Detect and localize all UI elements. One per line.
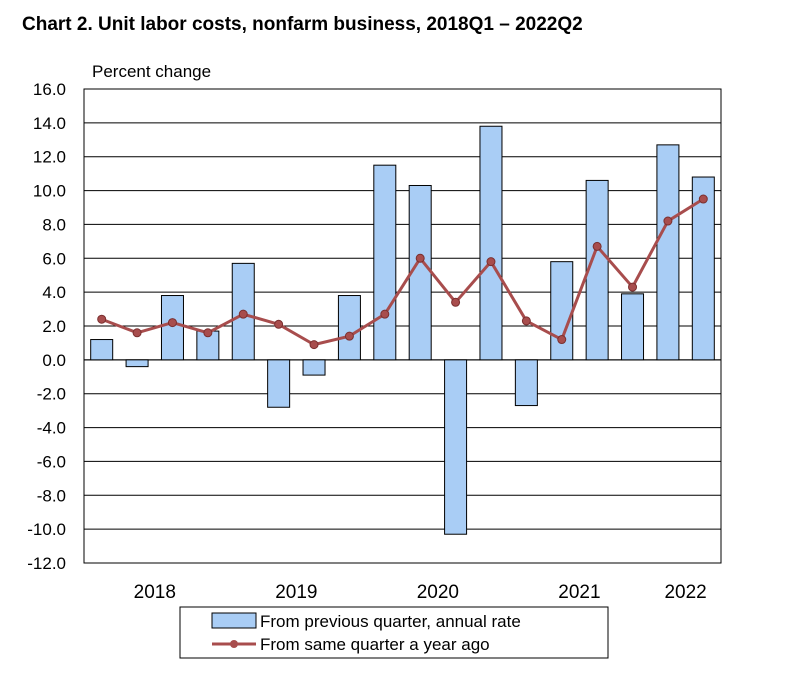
chart-title: Chart 2. Unit labor costs, nonfarm busin… (22, 14, 583, 35)
y-tick-label: 10.0 (33, 182, 66, 201)
line-point-2018Q4 (203, 328, 213, 338)
y-tick-label: -6.0 (37, 452, 66, 471)
bar-2018Q2 (125, 359, 149, 368)
y-tick-label: 16.0 (33, 80, 66, 99)
line-point-2019Q4 (344, 331, 354, 341)
x-year-label-2018: 2018 (134, 582, 176, 603)
bar-2021Q2 (550, 261, 574, 361)
line-point-2021Q1 (521, 316, 531, 326)
line-point-2018Q1 (97, 314, 107, 324)
legend: From previous quarter, annual rate From … (179, 606, 609, 659)
y-axis-label: Percent change (92, 62, 211, 81)
bar-2019Q3 (302, 359, 326, 376)
bar-2020Q3 (444, 359, 468, 535)
y-tick-label: 6.0 (42, 249, 66, 268)
line-point-2021Q4 (628, 282, 638, 292)
line-point-2020Q4 (486, 257, 496, 267)
legend-bar-label: From previous quarter, annual rate (260, 612, 521, 631)
line-point-2020Q2 (415, 253, 425, 263)
x-year-label-2022: 2022 (664, 582, 706, 603)
line-point-2021Q3 (592, 241, 602, 251)
y-tick-label: 0.0 (42, 351, 66, 370)
line-point-2019Q2 (274, 319, 284, 329)
y-axis-ticks: 16.0 14.0 12.0 10.0 8.0 6.0 4.0 2.0 0.0 -2.0 -4.0 -… (27, 80, 66, 573)
line-point-2021Q2 (557, 335, 567, 345)
bar-2021Q1 (514, 359, 538, 407)
y-tick-label: 14.0 (33, 114, 66, 133)
bar-2020Q4 (479, 125, 503, 361)
bar-2022Q2 (691, 176, 715, 361)
bar-2019Q2 (267, 359, 291, 408)
legend-line-marker (230, 640, 238, 648)
bar-2020Q1 (373, 164, 397, 361)
bar-2018Q1 (90, 339, 114, 361)
x-year-label-2019: 2019 (275, 582, 317, 603)
line-point-2020Q1 (380, 309, 390, 319)
x-year-label-2020: 2020 (417, 582, 459, 603)
line-point-2018Q3 (167, 318, 177, 328)
y-tick-label: -10.0 (27, 520, 66, 539)
line-point-2018Q2 (132, 328, 142, 338)
line-point-2022Q2 (698, 194, 708, 204)
line-point-2019Q1 (238, 309, 248, 319)
bar-2022Q1 (656, 144, 680, 361)
y-tick-label: -8.0 (37, 486, 66, 505)
bar-series (90, 125, 715, 535)
y-tick-label: 2.0 (42, 317, 66, 336)
y-tick-label: -2.0 (37, 385, 66, 404)
y-tick-label: 8.0 (42, 215, 66, 234)
line-series (97, 194, 708, 350)
bar-2021Q4 (621, 293, 645, 361)
line-path (101, 197, 705, 347)
legend-line-label: From same quarter a year ago (260, 635, 490, 654)
legend-bar-swatch (211, 612, 257, 629)
x-axis-year-labels: 2018 2019 2020 2021 2022 (134, 582, 707, 603)
line-point-2022Q1 (663, 216, 673, 226)
x-year-label-2021: 2021 (558, 582, 600, 603)
bar-2019Q4 (337, 295, 361, 361)
bar-2018Q3 (160, 295, 184, 361)
y-tick-label: 4.0 (42, 283, 66, 302)
plot-area-frame (83, 88, 722, 564)
y-tick-label: 12.0 (33, 148, 66, 167)
y-tick-label: -4.0 (37, 419, 66, 438)
bar-2021Q3 (585, 179, 609, 361)
line-point-2019Q3 (309, 340, 319, 350)
line-point-2020Q3 (451, 297, 461, 307)
y-tick-label: -12.0 (27, 554, 66, 573)
